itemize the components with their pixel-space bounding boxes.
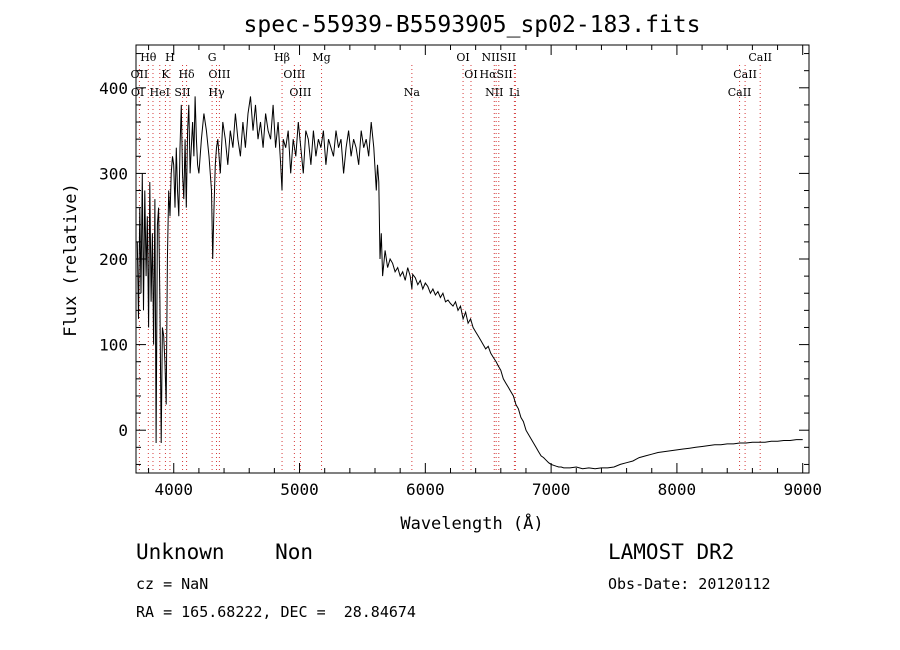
line-id-label: CaII [728,86,752,99]
line-id-label: HαSII [480,68,513,81]
line-id-label: Hβ [274,51,290,64]
y-tick-label: 300 [99,164,128,183]
line-id-label: OI [456,51,469,64]
x-tick-label: 6000 [406,480,445,499]
line-id-label: Hδ [178,68,195,81]
emission-line-markers [138,65,761,473]
line-id-label: OIII [289,86,311,99]
line-id-label: Hθ [140,51,157,64]
axis-ticks: 4000 5000 6000 7000 8000 9000 0 100 200 300 400 [99,45,822,499]
x-tick-label: 5000 [280,480,319,499]
line-id-label: Mg [312,51,330,64]
x-tick-label: 7000 [532,480,571,499]
redshift-text: cz = NaN [136,575,209,593]
line-id-label: K [161,68,170,81]
line-id-label: OIII [283,68,305,81]
y-tick-label: 100 [99,336,128,355]
line-id-label: OI [131,86,144,99]
y-tick-label: 200 [99,250,128,269]
line-id-label: HeI [150,86,170,99]
line-id-label: CaII [748,51,772,64]
line-id-label: Li [509,86,520,99]
survey-name-text: LAMOST DR2 [608,540,735,564]
y-tick-label: 400 [99,79,128,98]
line-id-label: SII [174,86,190,99]
x-tick-label: 4000 [154,480,193,499]
line-id-label: OII [131,68,149,81]
line-id-label: G [208,51,217,64]
line-id-label: CaII [733,68,757,81]
y-tick-label: 0 [118,421,128,440]
line-id-label: OIII [208,68,230,81]
x-tick-label: 9000 [783,480,822,499]
chart-title: spec-55939-B5593905_sp02-183.fits [244,12,701,38]
x-axis-label: Wavelength (Å) [400,512,543,534]
line-id-label: NIISII [482,51,517,64]
x-tick-label: 8000 [658,480,697,499]
obs-date-text: Obs-Date: 20120112 [608,575,771,593]
plot-frame [135,44,810,474]
line-id-label: H [165,51,175,64]
line-id-label: Hγ [208,86,225,99]
coordinates-text: RA = 165.68222, DEC = 28.84674 [136,603,416,621]
line-id-label: NII [485,86,503,99]
spectrum-line [136,96,803,470]
line-id-label: OI [464,68,477,81]
object-class-text: Unknown Non [136,540,314,564]
y-axis-label: Flux (relative) [61,183,81,337]
line-id-label: Na [404,86,421,99]
